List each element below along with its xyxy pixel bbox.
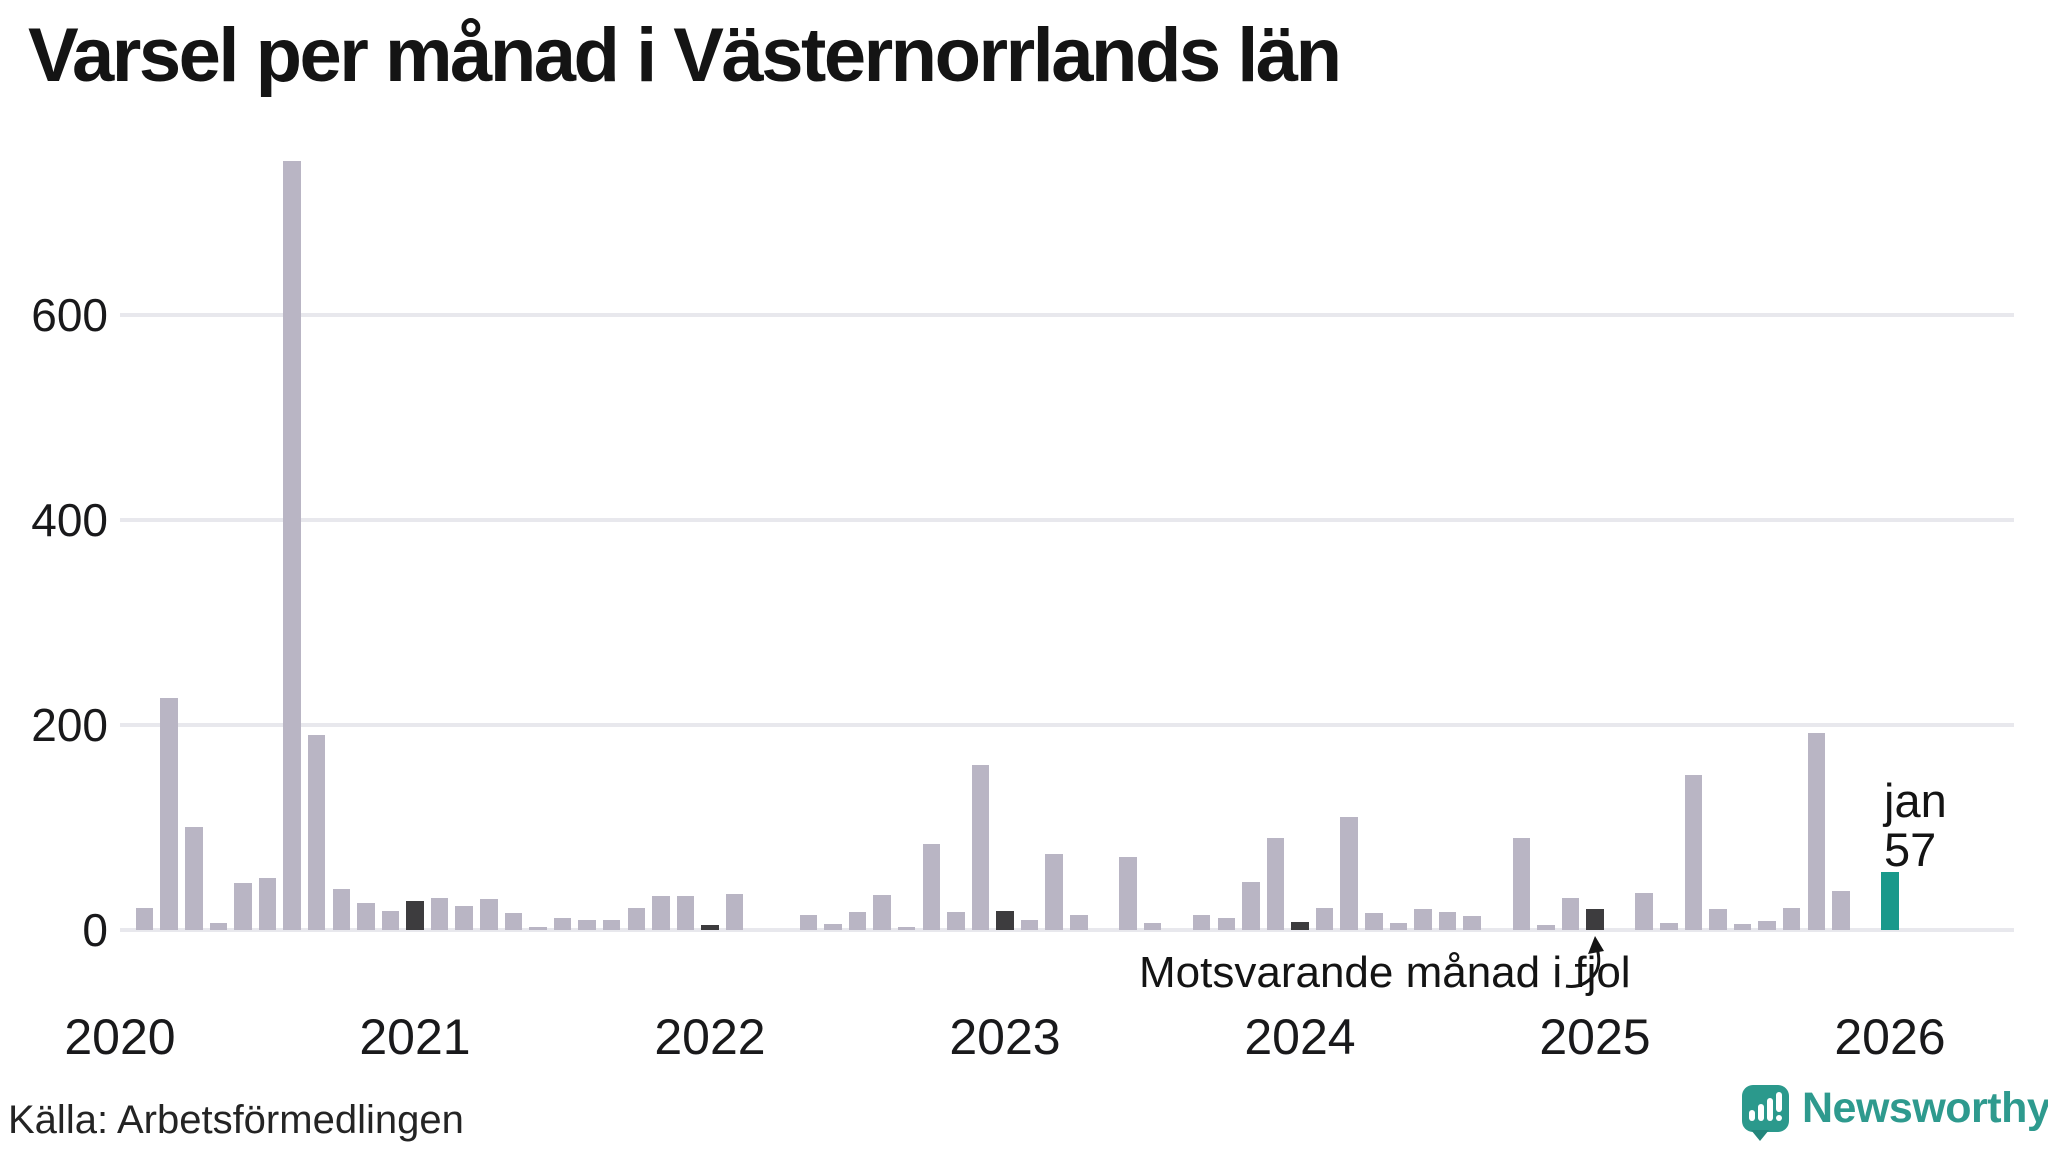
bar-dec-2020 (381, 910, 400, 930)
gridline-200 (120, 723, 2014, 727)
bar-okt-2023 (1217, 917, 1235, 930)
highlight-value-label: jan 57 (1884, 776, 1947, 874)
bar-jun-2022 (824, 923, 842, 930)
gridline-600 (120, 313, 2014, 317)
gridline-400 (120, 518, 2014, 522)
bar-jul-2022 (848, 911, 867, 930)
bar-jan-2025 (1586, 908, 1604, 930)
bar-aug-2024 (1463, 915, 1481, 930)
bar-mar-2023 (1045, 854, 1063, 930)
bar-jan-2022 (701, 924, 719, 930)
x-axis-label-2023: 2023 (949, 1009, 1061, 1065)
bar-jul-2024 (1438, 911, 1457, 930)
bar-jun-2023 (1119, 857, 1137, 930)
newsworthy-logo: Newsworthy (1742, 1084, 2048, 1141)
bar-nov-2020 (357, 903, 375, 930)
bar-jun-2020 (234, 882, 252, 930)
annotation-arrow-icon (1565, 936, 1604, 988)
bar-aug-2022 (873, 895, 891, 930)
bar-feb-2020 (135, 907, 154, 930)
bar-sep-2021 (602, 919, 621, 931)
x-axis-label-2022: 2022 (654, 1009, 766, 1065)
bar-maj-2025 (1684, 775, 1703, 930)
bar-dec-2023 (1266, 837, 1285, 930)
newsworthy-wordmark: Newsworthy (1802, 1084, 2048, 1132)
y-axis-label-400: 400 (31, 494, 108, 546)
bar-jun-2025 (1709, 908, 1727, 930)
bar-jul-2020 (258, 877, 277, 930)
page-title: Varsel per månad i Västernorrlands län (28, 13, 1342, 98)
bar-okt-2020 (332, 889, 350, 930)
bar-apr-2025 (1660, 922, 1678, 930)
bar-mar-2021 (455, 906, 473, 930)
bar-nov-2024 (1537, 924, 1555, 930)
bar-jan-2026 (1881, 871, 1899, 930)
bar-dec-2022 (971, 765, 990, 930)
bar-jan-2021 (406, 901, 424, 930)
x-axis-label-2026: 2026 (1834, 1009, 1946, 1065)
bar-okt-2025 (1807, 733, 1825, 930)
logo-bar-2 (1758, 1104, 1764, 1121)
bar-nov-2022 (947, 911, 965, 930)
bar-okt-2022 (922, 843, 940, 930)
bar-jan-2024 (1291, 921, 1309, 930)
x-axis-label-2021: 2021 (359, 1009, 471, 1065)
x-axis-label-2024: 2024 (1244, 1009, 1356, 1065)
bar-maj-2021 (504, 912, 523, 930)
annotation-last-year: Motsvarande månad i fjol (1139, 948, 1631, 997)
bar-sep-2022 (897, 926, 916, 930)
bar-mar-2025 (1635, 893, 1653, 930)
x-axis-label-2020: 2020 (64, 1009, 176, 1065)
y-axis-label-600: 600 (31, 289, 108, 341)
bar-apr-2020 (185, 826, 203, 930)
bar-nov-2021 (652, 896, 670, 930)
bar-maj-2020 (209, 922, 228, 930)
bar-jun-2024 (1414, 908, 1432, 930)
highlight-month-label: jan (1884, 774, 1947, 827)
bar-jul-2021 (553, 917, 572, 930)
bar-aug-2020 (283, 161, 301, 930)
bar-dec-2021 (676, 896, 695, 930)
gridline-0 (120, 928, 2014, 932)
bar-feb-2022 (725, 894, 744, 930)
logo-bar-1 (1749, 1110, 1755, 1121)
bar-feb-2023 (1020, 919, 1039, 931)
bar-maj-2024 (1389, 922, 1408, 930)
logo-exclamation-dot (1776, 1115, 1782, 1121)
bar-feb-2024 (1315, 907, 1334, 930)
bar-sep-2020 (307, 735, 326, 930)
bar-aug-2025 (1758, 920, 1776, 930)
bar-jan-2023 (996, 910, 1014, 930)
bar-dec-2024 (1561, 898, 1580, 930)
newsworthy-bubble-chart-icon (1742, 1085, 1789, 1141)
logo-exclamation (1776, 1092, 1782, 1112)
bar-sep-2025 (1782, 907, 1801, 930)
y-axis-label-200: 200 (31, 699, 108, 751)
bar-nov-2023 (1242, 881, 1260, 930)
bar-apr-2021 (480, 899, 498, 930)
highlight-value: 57 (1884, 823, 1937, 876)
speech-bubble-tail (1751, 1130, 1769, 1141)
bar-mar-2024 (1340, 817, 1358, 930)
bar-maj-2022 (799, 914, 818, 930)
x-axis-label-2025: 2025 (1539, 1009, 1651, 1065)
source-caption: Källa: Arbetsförmedlingen (8, 1098, 464, 1142)
bar-apr-2024 (1365, 912, 1383, 930)
bar-feb-2021 (430, 898, 449, 930)
bar-apr-2023 (1070, 914, 1088, 930)
bar-okt-2024 (1512, 837, 1530, 930)
logo-bar-3 (1767, 1098, 1773, 1121)
y-axis-label-0: 0 (82, 904, 108, 956)
bar-jun-2021 (529, 926, 547, 930)
bar-okt-2021 (627, 907, 645, 930)
bar-aug-2021 (578, 919, 596, 931)
bar-jul-2025 (1733, 923, 1752, 930)
bar-jul-2023 (1143, 922, 1162, 930)
bar-mar-2020 (160, 698, 178, 930)
bar-nov-2025 (1832, 891, 1850, 930)
bar-sep-2023 (1192, 914, 1211, 930)
